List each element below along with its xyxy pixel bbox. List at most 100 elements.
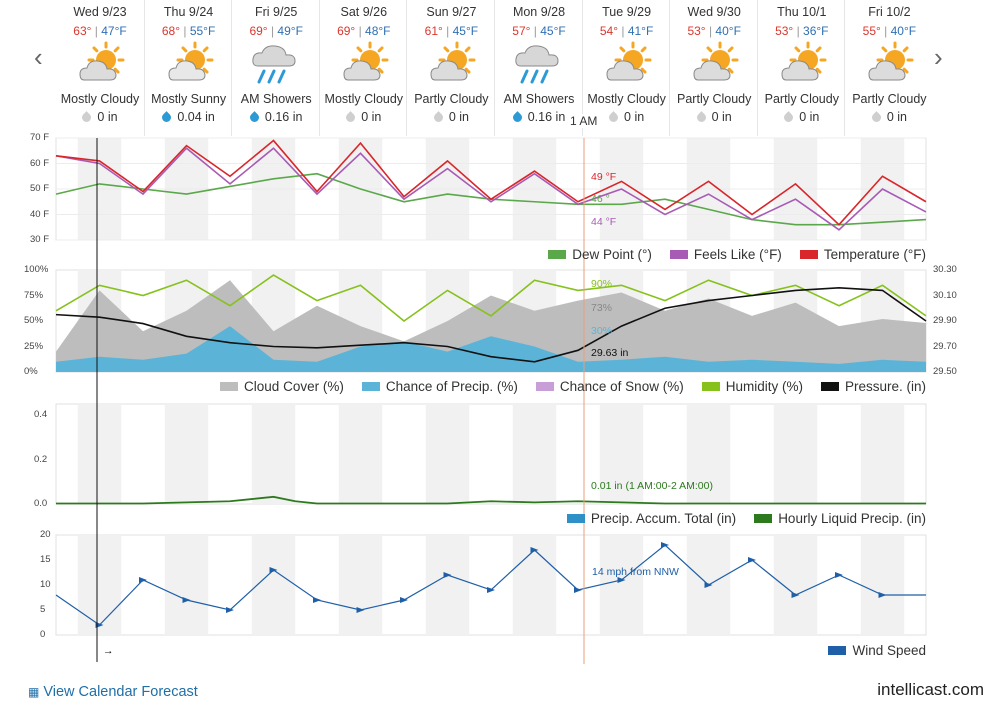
wind-direction-marker bbox=[182, 597, 191, 603]
day-precip: 0.04 in bbox=[145, 110, 233, 125]
chart-legend: Precip. Accum. Total (in) Hourly Liquid P… bbox=[549, 511, 926, 526]
temperature-line bbox=[55, 139, 927, 226]
wind-speed-line bbox=[55, 544, 926, 626]
day-temps: 68° | 55°F bbox=[161, 24, 216, 38]
rain-drop-icon bbox=[782, 111, 796, 125]
day-card[interactable]: Sat 9/26 69° | 48°F Mostly Cloudy 0 in bbox=[318, 0, 408, 136]
day-precip: 0 in bbox=[56, 110, 144, 125]
day-high: 63° bbox=[73, 24, 92, 38]
day-condition: Partly Cloudy bbox=[852, 92, 927, 106]
day-low: 45°F bbox=[452, 24, 479, 38]
next-arrow-icon[interactable]: › bbox=[934, 42, 943, 72]
day-low: 48°F bbox=[365, 24, 391, 38]
legend-swatch bbox=[535, 381, 554, 391]
rain-drop-icon bbox=[344, 111, 358, 125]
rain-drop-icon bbox=[694, 111, 708, 125]
y-tick-label: 0.0 bbox=[34, 498, 48, 509]
legend-item[interactable]: Wind Speed bbox=[828, 643, 926, 658]
legend-item[interactable]: Temperature (°F) bbox=[799, 247, 926, 262]
day-precip-value: 0 in bbox=[97, 110, 118, 124]
y-tick-label: 40 F bbox=[30, 208, 50, 220]
day-high: 55° bbox=[862, 24, 881, 38]
wind-direction-marker bbox=[878, 592, 887, 598]
day-condition: Partly Cloudy bbox=[677, 92, 752, 106]
day-card[interactable]: Mon 9/28 57° | 45°F AM Showers 0.16 in bbox=[494, 0, 583, 136]
day-condition: AM Showers bbox=[240, 92, 312, 106]
legend-item[interactable]: Feels Like (°F) bbox=[669, 247, 782, 262]
wind-direction-marker bbox=[313, 597, 321, 603]
day-precip-value: 0 in bbox=[799, 110, 820, 124]
prev-arrow-icon[interactable]: ‹ bbox=[34, 42, 43, 72]
day-date: Sun 9/27 bbox=[426, 5, 477, 19]
legend-item[interactable]: Chance of Precip. (%) bbox=[361, 379, 518, 394]
sun-cloud-icon bbox=[343, 41, 389, 81]
view-calendar-link[interactable]: ▦ View Calendar Forecast bbox=[28, 684, 198, 700]
wind-direction-marker bbox=[400, 597, 408, 603]
sun-cloud-icon bbox=[606, 41, 652, 81]
night-stripe bbox=[251, 270, 296, 372]
day-condition: Partly Cloudy bbox=[414, 92, 489, 106]
wind-direction-marker bbox=[269, 567, 278, 573]
wind-direction-marker bbox=[704, 582, 713, 588]
y2-tick-label: 29.90 bbox=[933, 315, 957, 326]
y-tick-label: 10 bbox=[40, 579, 51, 590]
legend-item[interactable]: Chance of Snow (%) bbox=[535, 379, 684, 394]
rain-cloud-icon bbox=[515, 45, 559, 84]
day-card[interactable]: Fri 9/25 69° | 49°F AM Showers 0.16 in bbox=[231, 0, 321, 136]
y-tick-label: 0.2 bbox=[34, 453, 48, 465]
y-tick-label: 50 F bbox=[30, 183, 50, 194]
wind-direction-marker bbox=[835, 572, 843, 578]
night-stripe bbox=[251, 535, 296, 635]
day-precip-value: 0 in bbox=[886, 110, 907, 124]
legend-item[interactable]: Cloud Cover (%) bbox=[220, 379, 344, 394]
y-tick-label: 75% bbox=[24, 289, 44, 301]
day-date: Mon 9/28 bbox=[512, 5, 566, 19]
day-card[interactable]: Wed 9/30 53° | 40°F Partly Cloudy 0 in bbox=[669, 0, 759, 136]
night-stripe bbox=[338, 270, 383, 372]
night-stripe bbox=[251, 404, 296, 504]
day-precip: 0 in bbox=[758, 110, 846, 125]
legend-item[interactable]: Humidity (%) bbox=[701, 379, 803, 394]
sun-cloud-icon bbox=[868, 41, 914, 81]
day-high: 68° bbox=[161, 24, 181, 38]
legend-swatch bbox=[701, 381, 720, 391]
rain-drop-icon bbox=[431, 111, 445, 125]
night-stripe bbox=[686, 535, 731, 635]
day-low: 45°F bbox=[540, 24, 566, 38]
legend-item[interactable]: Precip. Accum. Total (in) bbox=[566, 511, 736, 526]
wind-direction-marker bbox=[791, 592, 800, 598]
night-stripe bbox=[686, 138, 731, 240]
day-condition: Mostly Cloudy bbox=[587, 92, 666, 106]
day-precip-value: 0 in bbox=[448, 110, 469, 124]
day-card[interactable]: Tue 9/29 54° | 41°F Mostly Cloudy 0 in bbox=[581, 0, 671, 136]
day-date: Fri 10/2 bbox=[868, 5, 911, 19]
day-card[interactable]: Fri 10/2 55° | 40°F Partly Cloudy 0 in bbox=[844, 0, 934, 136]
day-high: 69° bbox=[249, 24, 268, 38]
legend-item[interactable]: Dew Point (°) bbox=[548, 247, 652, 262]
y-tick-label: 70 F bbox=[30, 132, 50, 143]
legend-item[interactable]: Pressure. (in) bbox=[820, 379, 926, 394]
day-low: 49°F bbox=[277, 24, 303, 38]
legend-swatch bbox=[820, 381, 839, 391]
rain-drop-icon bbox=[160, 111, 174, 125]
legend-item[interactable]: Hourly Liquid Precip. (in) bbox=[754, 511, 926, 526]
day-high: 53° bbox=[687, 24, 706, 38]
day-temps: 53° | 36°F bbox=[775, 24, 829, 38]
day-card[interactable]: Thu 9/24 68° | 55°F Mostly Sunny 0.04 in bbox=[143, 0, 233, 136]
legend-label: Chance of Precip. (%) bbox=[385, 379, 518, 394]
day-card[interactable]: Wed 9/23 63° | 47°F Mostly Cloudy 0 in bbox=[56, 0, 144, 136]
panel-frame bbox=[55, 269, 927, 373]
day-high: 69° bbox=[337, 24, 356, 38]
temperature-readout: 49 °F bbox=[591, 171, 617, 183]
panel-frame bbox=[55, 137, 927, 241]
y-tick-label: 50% bbox=[24, 315, 44, 326]
day-condition: Mostly Cloudy bbox=[324, 92, 404, 106]
day-low: 41°F bbox=[627, 24, 654, 38]
legend-swatch bbox=[566, 513, 585, 523]
y-tick-label: 0% bbox=[24, 366, 38, 377]
legend-swatch bbox=[669, 249, 688, 259]
night-stripe bbox=[251, 138, 296, 240]
day-card[interactable]: Sun 9/27 61° | 45°F Partly Cloudy 0 in bbox=[406, 0, 496, 136]
day-card[interactable]: Thu 10/1 53° | 36°F Partly Cloudy 0 in bbox=[756, 0, 846, 136]
